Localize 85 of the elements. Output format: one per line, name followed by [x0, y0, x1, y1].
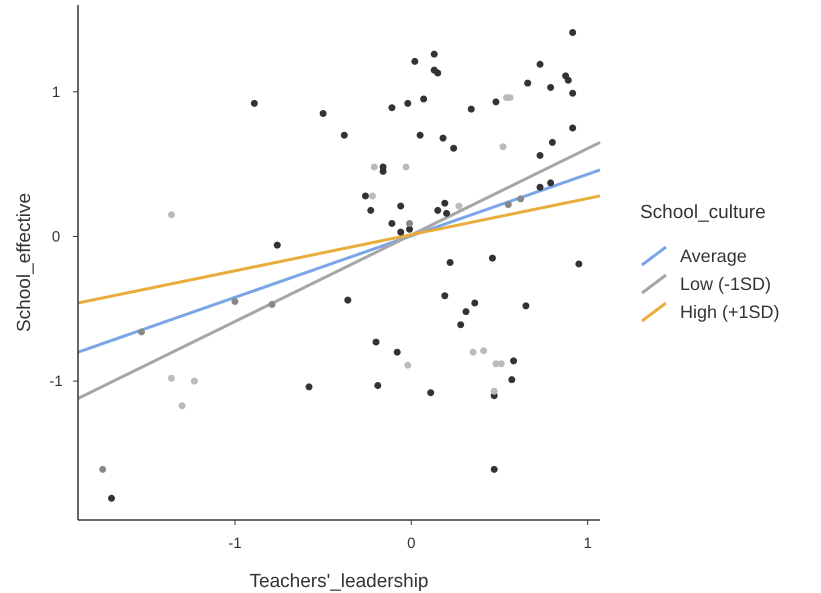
- x-tick-label: 0: [407, 535, 416, 552]
- point: [455, 202, 462, 210]
- point: [468, 106, 475, 113]
- point: [402, 164, 410, 171]
- legend-title: School_culture: [640, 202, 766, 223]
- point: [504, 201, 512, 208]
- point: [374, 382, 382, 389]
- point: [490, 466, 498, 473]
- point: [441, 200, 448, 207]
- point: [168, 211, 175, 218]
- point: [178, 402, 186, 410]
- point: [492, 98, 500, 106]
- point: [450, 144, 458, 152]
- y-tick-label: 1: [52, 84, 60, 101]
- point: [569, 28, 576, 36]
- point: [440, 134, 447, 142]
- point: [420, 96, 428, 103]
- y-axis-title: School_effective: [14, 192, 35, 332]
- point: [320, 110, 327, 117]
- point: [457, 321, 464, 328]
- point: [524, 80, 532, 87]
- point: [367, 206, 374, 214]
- point: [569, 124, 576, 132]
- point: [340, 132, 348, 139]
- point: [434, 206, 442, 214]
- point: [522, 302, 530, 310]
- x-tick-label: 1: [583, 535, 592, 552]
- point: [470, 348, 477, 356]
- point: [138, 328, 145, 336]
- point: [441, 292, 448, 300]
- point: [547, 84, 554, 91]
- point: [388, 220, 396, 227]
- point: [411, 58, 418, 65]
- point: [268, 300, 276, 308]
- point: [344, 296, 352, 304]
- point: [416, 132, 424, 139]
- point: [372, 338, 380, 346]
- point: [500, 143, 507, 150]
- point: [434, 69, 442, 76]
- point: [536, 60, 544, 68]
- point: [508, 376, 516, 384]
- point: [536, 184, 544, 191]
- legend-label: Average: [680, 246, 747, 266]
- point: [369, 192, 376, 200]
- point: [274, 242, 281, 249]
- point: [99, 466, 106, 473]
- legend-label: High (+1SD): [680, 302, 780, 322]
- x-tick-label: -1: [228, 535, 242, 552]
- point: [404, 100, 412, 107]
- point: [362, 192, 369, 200]
- point: [443, 210, 450, 217]
- y-tick-label: -1: [49, 373, 63, 390]
- point: [517, 195, 524, 202]
- point: [250, 100, 258, 107]
- point: [575, 260, 582, 268]
- point: [462, 308, 470, 316]
- point: [488, 254, 496, 262]
- point: [306, 383, 313, 390]
- point: [404, 362, 412, 369]
- point: [370, 164, 378, 171]
- y-tick-label: 0: [52, 228, 60, 246]
- point: [427, 389, 434, 396]
- point: [480, 347, 488, 354]
- point: [190, 378, 198, 385]
- point: [548, 138, 556, 146]
- point: [108, 494, 116, 502]
- point: [231, 298, 238, 306]
- point: [471, 300, 478, 307]
- point: [564, 76, 572, 84]
- point: [388, 104, 396, 112]
- point: [394, 348, 401, 356]
- point: [430, 50, 438, 58]
- point: [406, 220, 414, 227]
- point: [446, 259, 454, 266]
- point: [490, 388, 498, 395]
- point: [498, 360, 505, 368]
- point: [397, 228, 404, 236]
- legend-label: Low (-1SD): [680, 274, 772, 294]
- point: [536, 152, 544, 159]
- point: [510, 357, 518, 364]
- point: [569, 90, 576, 97]
- x-axis-title: Teachers'_leadership: [250, 571, 428, 592]
- point: [168, 374, 175, 382]
- point: [547, 179, 554, 186]
- point: [397, 202, 404, 210]
